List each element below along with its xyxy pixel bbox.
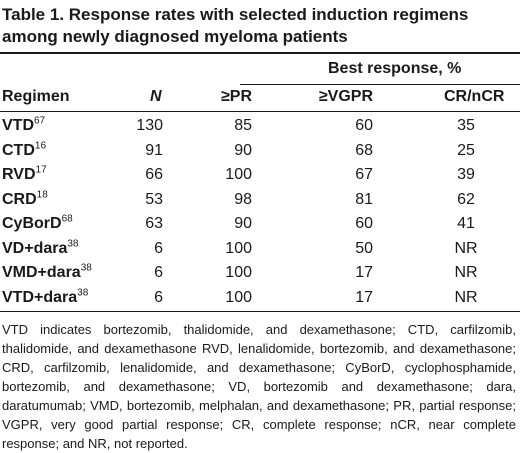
table-row: CyBorD68 63 90 60 41 xyxy=(0,213,520,234)
vgpr-cell: 60 xyxy=(355,117,373,134)
cr-cell: 39 xyxy=(457,166,475,183)
regimen-name: VD+dara xyxy=(2,239,68,257)
table-row: VTD67 130 85 60 35 xyxy=(0,115,520,136)
regimen-name: VMD+dara xyxy=(2,264,81,281)
cr-cell: 25 xyxy=(457,141,475,159)
regimen-name: VTD xyxy=(2,117,34,134)
reference-number: 38 xyxy=(80,262,92,274)
reference-number: 18 xyxy=(36,189,48,201)
reference-number: 38 xyxy=(67,238,79,250)
table-row: VMD+dara38 6 100 17 NR xyxy=(0,262,520,283)
regimen-cell: VTD+dara38 xyxy=(2,287,88,308)
pr-cell: 100 xyxy=(225,288,252,306)
pr-cell: 98 xyxy=(234,190,252,208)
vgpr-cell: 60 xyxy=(355,215,373,232)
regimen-name: CRD xyxy=(2,190,37,208)
top-rule xyxy=(0,52,520,54)
pr-cell: 90 xyxy=(234,215,252,232)
n-cell: 66 xyxy=(145,166,163,183)
table-caption: Table 1. Response rates with selected in… xyxy=(2,5,469,46)
vgpr-cell: 67 xyxy=(355,166,373,183)
header-rule xyxy=(0,111,520,112)
n-cell: 6 xyxy=(154,239,163,257)
vgpr-cell: 17 xyxy=(355,264,373,281)
cr-cell: NR xyxy=(454,239,478,257)
vgpr-cell: 81 xyxy=(355,190,373,208)
cr-column-header: CR/nCR xyxy=(444,88,505,105)
table-page: Table 1. Response rates with selected in… xyxy=(0,5,520,451)
regimen-cell: RVD17 xyxy=(2,164,47,185)
regimen-name: CTD xyxy=(2,141,35,159)
regimen-cell: VTD67 xyxy=(2,115,45,136)
cr-cell: 62 xyxy=(457,190,475,208)
table-footnote: VTD indicates bortezomib, thalidomide, a… xyxy=(2,322,516,451)
table-row: CTD16 91 90 68 25 xyxy=(0,140,520,161)
cr-cell: NR xyxy=(454,264,478,281)
n-cell: 91 xyxy=(145,141,163,159)
regimen-name: VTD+dara xyxy=(2,288,78,306)
best-response-header: Best response, % xyxy=(328,60,462,77)
reference-number: 16 xyxy=(34,140,47,152)
vgpr-column-header: ≥VGPR xyxy=(318,88,373,105)
regimen-cell: CyBorD68 xyxy=(2,213,73,234)
n-column-header: N xyxy=(150,88,162,105)
regimen-cell: CTD16 xyxy=(2,140,46,161)
pr-cell: 100 xyxy=(225,166,252,183)
cr-cell: NR xyxy=(454,288,478,306)
pr-cell: 85 xyxy=(234,117,252,134)
regimen-cell: VD+dara38 xyxy=(2,238,79,259)
n-cell: 6 xyxy=(154,288,163,306)
pr-cell: 100 xyxy=(225,239,252,257)
table-row: CRD18 53 98 81 62 xyxy=(0,189,520,210)
pr-cell: 100 xyxy=(225,264,252,281)
vgpr-cell: 68 xyxy=(355,141,373,159)
table-row: VD+dara38 6 100 50 NR xyxy=(0,238,520,259)
group-header-rule xyxy=(240,84,520,85)
reference-number: 38 xyxy=(77,287,89,299)
bottom-rule xyxy=(0,311,520,312)
regimen-cell: CRD18 xyxy=(2,189,48,210)
regimen-cell: VMD+dara38 xyxy=(2,262,92,283)
n-cell: 130 xyxy=(136,117,163,134)
pr-cell: 90 xyxy=(234,141,252,159)
regimen-column-header: Regimen xyxy=(2,88,70,105)
reference-number: 67 xyxy=(34,115,46,127)
vgpr-cell: 17 xyxy=(355,288,373,306)
n-cell: 63 xyxy=(145,215,163,232)
regimen-name: CyBorD xyxy=(2,215,62,232)
pr-column-header: ≥PR xyxy=(220,88,252,105)
cr-cell: 35 xyxy=(457,117,475,134)
regimen-name: RVD xyxy=(2,166,36,183)
n-cell: 53 xyxy=(145,190,163,208)
reference-number: 68 xyxy=(61,213,73,225)
n-cell: 6 xyxy=(154,264,163,281)
cr-cell: 41 xyxy=(457,215,475,232)
table-row: RVD17 66 100 67 39 xyxy=(0,164,520,185)
reference-number: 17 xyxy=(35,164,47,176)
table-row: VTD+dara38 6 100 17 NR xyxy=(0,287,520,308)
vgpr-cell: 50 xyxy=(355,239,373,257)
